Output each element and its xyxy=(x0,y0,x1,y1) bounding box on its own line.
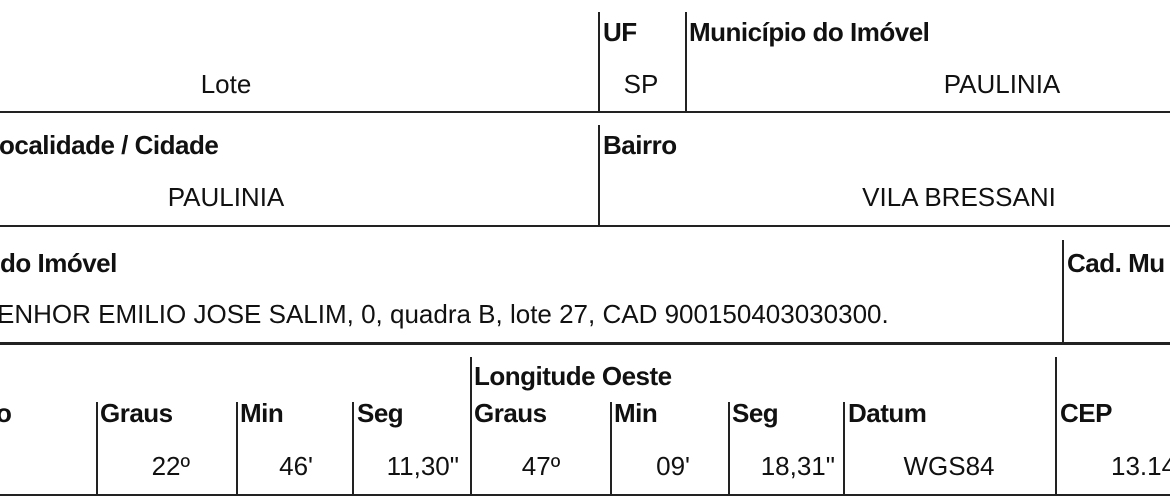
latitude-label: o xyxy=(0,398,12,428)
datum-value: WGS84 xyxy=(903,451,995,481)
uf-value: SP xyxy=(623,69,659,99)
cep-value: 13.14 xyxy=(1111,451,1170,481)
endereco-value: ENHOR EMILIO JOSE SALIM, 0, quadra B, lo… xyxy=(0,299,889,329)
lat-graus-value: 22º xyxy=(151,451,190,481)
lat-seg-label: Seg xyxy=(357,398,404,428)
cad-municipal-label: Cad. Mu xyxy=(1067,248,1165,278)
divider xyxy=(470,357,472,495)
municipio-label: Município do Imóvel xyxy=(689,17,930,47)
endereco-label: do Imóvel xyxy=(0,248,117,278)
divider xyxy=(843,402,845,495)
divider xyxy=(0,111,1170,113)
bairro-label: Bairro xyxy=(603,130,677,160)
lon-graus-value: 47º xyxy=(521,451,561,481)
municipio-value: PAULINIA xyxy=(943,69,1061,99)
bairro-value: VILA BRESSANI xyxy=(862,182,1056,212)
lon-min-value: 09' xyxy=(656,451,690,481)
lat-seg-value: 11,30" xyxy=(386,451,459,481)
lon-min-label: Min xyxy=(614,398,658,428)
divider xyxy=(352,402,354,495)
datum-label: Datum xyxy=(848,398,927,428)
divider xyxy=(0,494,1170,496)
divider xyxy=(0,342,1170,345)
lon-seg-label: Seg xyxy=(732,398,779,428)
lat-min-value: 46' xyxy=(279,451,313,481)
divider xyxy=(728,402,730,495)
lon-seg-value: 18,31" xyxy=(760,451,835,481)
divider xyxy=(1055,357,1057,495)
lat-graus-label: Graus xyxy=(100,398,173,428)
divider xyxy=(96,402,98,495)
property-type-value: Lote xyxy=(200,69,252,99)
localidade-value: PAULINIA xyxy=(167,182,285,212)
lon-graus-label: Graus xyxy=(474,398,547,428)
localidade-label: ocalidade / Cidade xyxy=(0,130,219,160)
divider xyxy=(1062,240,1064,343)
divider xyxy=(610,402,612,495)
divider xyxy=(685,12,687,112)
divider xyxy=(598,125,600,226)
divider xyxy=(236,402,238,495)
divider xyxy=(0,225,1170,227)
lat-min-label: Min xyxy=(240,398,284,428)
divider xyxy=(598,12,600,112)
cep-label: CEP xyxy=(1060,398,1112,428)
uf-label: UF xyxy=(603,17,637,47)
longitude-label: Longitude Oeste xyxy=(474,361,672,391)
